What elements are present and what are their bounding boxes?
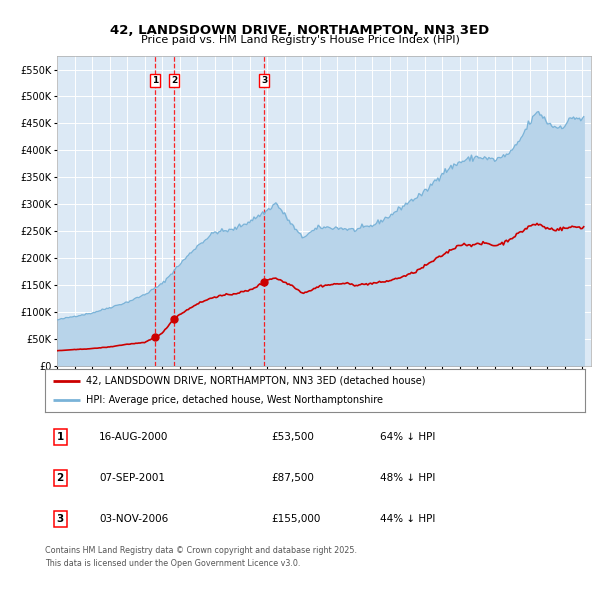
Text: This data is licensed under the Open Government Licence v3.0.: This data is licensed under the Open Gov… xyxy=(45,559,301,568)
Text: 2: 2 xyxy=(56,473,64,483)
Text: 2: 2 xyxy=(171,76,177,85)
Text: 07-SEP-2001: 07-SEP-2001 xyxy=(99,473,165,483)
Text: Contains HM Land Registry data © Crown copyright and database right 2025.: Contains HM Land Registry data © Crown c… xyxy=(45,546,357,555)
Text: 1: 1 xyxy=(152,76,158,85)
Text: Price paid vs. HM Land Registry's House Price Index (HPI): Price paid vs. HM Land Registry's House … xyxy=(140,35,460,45)
Text: 42, LANDSDOWN DRIVE, NORTHAMPTON, NN3 3ED (detached house): 42, LANDSDOWN DRIVE, NORTHAMPTON, NN3 3E… xyxy=(86,376,425,386)
Text: 3: 3 xyxy=(261,76,268,85)
Text: 64% ↓ HPI: 64% ↓ HPI xyxy=(380,432,435,442)
Text: £155,000: £155,000 xyxy=(272,514,321,524)
Text: £87,500: £87,500 xyxy=(272,473,314,483)
Text: 48% ↓ HPI: 48% ↓ HPI xyxy=(380,473,435,483)
Text: HPI: Average price, detached house, West Northamptonshire: HPI: Average price, detached house, West… xyxy=(86,395,383,405)
Text: 42, LANDSDOWN DRIVE, NORTHAMPTON, NN3 3ED: 42, LANDSDOWN DRIVE, NORTHAMPTON, NN3 3E… xyxy=(110,24,490,37)
Text: 44% ↓ HPI: 44% ↓ HPI xyxy=(380,514,435,524)
Text: 03-NOV-2006: 03-NOV-2006 xyxy=(99,514,168,524)
Text: 3: 3 xyxy=(56,514,64,524)
Text: £53,500: £53,500 xyxy=(272,432,314,442)
Text: 16-AUG-2000: 16-AUG-2000 xyxy=(99,432,169,442)
Text: 1: 1 xyxy=(56,432,64,442)
